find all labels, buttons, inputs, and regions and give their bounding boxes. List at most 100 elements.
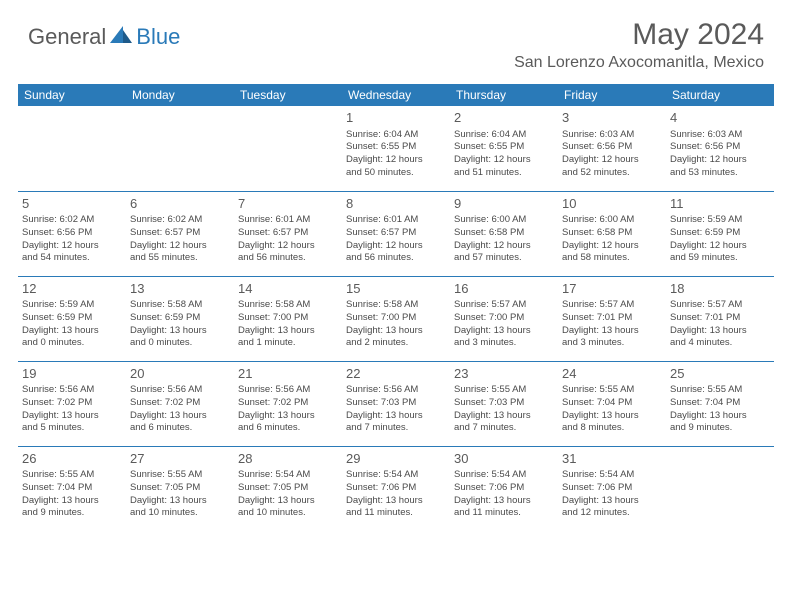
week-row: 19Sunrise: 5:56 AMSunset: 7:02 PMDayligh… bbox=[18, 361, 774, 446]
day-number: 7 bbox=[238, 195, 338, 213]
day-detail: Daylight: 13 hours bbox=[670, 325, 770, 338]
day-detail: Sunset: 6:58 PM bbox=[562, 227, 662, 240]
day-detail: Sunrise: 5:55 AM bbox=[130, 469, 230, 482]
day-detail: Sunset: 6:59 PM bbox=[670, 227, 770, 240]
day-detail: Daylight: 13 hours bbox=[22, 410, 122, 423]
day-detail: Sunset: 7:03 PM bbox=[454, 397, 554, 410]
day-number: 22 bbox=[346, 365, 446, 383]
day-cell: 30Sunrise: 5:54 AMSunset: 7:06 PMDayligh… bbox=[450, 446, 558, 531]
day-detail: Daylight: 12 hours bbox=[562, 240, 662, 253]
day-detail: and 10 minutes. bbox=[238, 507, 338, 520]
day-detail: Sunset: 7:05 PM bbox=[130, 482, 230, 495]
day-detail: Sunrise: 5:56 AM bbox=[22, 384, 122, 397]
day-detail: Daylight: 12 hours bbox=[22, 240, 122, 253]
day-detail: Sunrise: 6:03 AM bbox=[562, 129, 662, 142]
day-detail: Sunset: 7:02 PM bbox=[130, 397, 230, 410]
day-detail: and 2 minutes. bbox=[346, 337, 446, 350]
day-detail: and 8 minutes. bbox=[562, 422, 662, 435]
day-detail: Daylight: 13 hours bbox=[562, 495, 662, 508]
day-detail: Daylight: 13 hours bbox=[130, 495, 230, 508]
day-number: 21 bbox=[238, 365, 338, 383]
day-detail: and 11 minutes. bbox=[454, 507, 554, 520]
day-number: 29 bbox=[346, 450, 446, 468]
day-cell: 6Sunrise: 6:02 AMSunset: 6:57 PMDaylight… bbox=[126, 191, 234, 276]
day-detail: Sunset: 7:06 PM bbox=[562, 482, 662, 495]
day-detail: Daylight: 12 hours bbox=[346, 154, 446, 167]
day-cell: 28Sunrise: 5:54 AMSunset: 7:05 PMDayligh… bbox=[234, 446, 342, 531]
day-detail: Sunrise: 5:58 AM bbox=[238, 299, 338, 312]
day-number: 25 bbox=[670, 365, 770, 383]
day-detail: Sunset: 6:59 PM bbox=[22, 312, 122, 325]
day-cell: 16Sunrise: 5:57 AMSunset: 7:00 PMDayligh… bbox=[450, 276, 558, 361]
day-detail: Sunrise: 5:57 AM bbox=[562, 299, 662, 312]
day-detail: Daylight: 13 hours bbox=[346, 495, 446, 508]
day-header: Saturday bbox=[666, 84, 774, 106]
day-detail: Sunset: 6:55 PM bbox=[454, 141, 554, 154]
day-number: 26 bbox=[22, 450, 122, 468]
day-detail: Sunset: 7:02 PM bbox=[22, 397, 122, 410]
day-detail: and 56 minutes. bbox=[346, 252, 446, 265]
day-detail: and 50 minutes. bbox=[346, 167, 446, 180]
day-number: 9 bbox=[454, 195, 554, 213]
day-detail: Sunrise: 6:01 AM bbox=[346, 214, 446, 227]
calendar-body: 1Sunrise: 6:04 AMSunset: 6:55 PMDaylight… bbox=[18, 106, 774, 531]
calendar-table: SundayMondayTuesdayWednesdayThursdayFrid… bbox=[18, 84, 774, 531]
day-number: 3 bbox=[562, 109, 662, 127]
day-detail: Daylight: 12 hours bbox=[670, 240, 770, 253]
day-detail: Sunrise: 5:57 AM bbox=[454, 299, 554, 312]
day-number: 23 bbox=[454, 365, 554, 383]
day-detail: Sunrise: 5:58 AM bbox=[130, 299, 230, 312]
day-cell: 27Sunrise: 5:55 AMSunset: 7:05 PMDayligh… bbox=[126, 446, 234, 531]
day-detail: and 1 minute. bbox=[238, 337, 338, 350]
title-block: May 2024 San Lorenzo Axocomanitla, Mexic… bbox=[514, 18, 764, 72]
day-cell: 2Sunrise: 6:04 AMSunset: 6:55 PMDaylight… bbox=[450, 106, 558, 191]
day-detail: and 6 minutes. bbox=[130, 422, 230, 435]
day-detail: Sunrise: 6:02 AM bbox=[130, 214, 230, 227]
day-cell: 10Sunrise: 6:00 AMSunset: 6:58 PMDayligh… bbox=[558, 191, 666, 276]
day-number: 4 bbox=[670, 109, 770, 127]
day-detail: Sunrise: 5:55 AM bbox=[562, 384, 662, 397]
day-detail: Sunset: 7:04 PM bbox=[670, 397, 770, 410]
day-detail: Daylight: 13 hours bbox=[562, 325, 662, 338]
day-cell: 19Sunrise: 5:56 AMSunset: 7:02 PMDayligh… bbox=[18, 361, 126, 446]
day-detail: Sunrise: 5:58 AM bbox=[346, 299, 446, 312]
day-detail: Daylight: 13 hours bbox=[454, 410, 554, 423]
day-detail: Sunset: 6:57 PM bbox=[130, 227, 230, 240]
day-detail: Sunrise: 5:55 AM bbox=[22, 469, 122, 482]
day-detail: Daylight: 13 hours bbox=[346, 325, 446, 338]
day-detail: Sunset: 7:00 PM bbox=[346, 312, 446, 325]
day-number: 13 bbox=[130, 280, 230, 298]
day-detail: Daylight: 13 hours bbox=[238, 495, 338, 508]
day-detail: and 7 minutes. bbox=[346, 422, 446, 435]
day-detail: and 11 minutes. bbox=[346, 507, 446, 520]
day-detail: and 9 minutes. bbox=[22, 507, 122, 520]
day-detail: and 51 minutes. bbox=[454, 167, 554, 180]
day-detail: Sunset: 7:02 PM bbox=[238, 397, 338, 410]
logo: General Blue bbox=[28, 24, 180, 50]
day-detail: Daylight: 13 hours bbox=[562, 410, 662, 423]
day-cell: 14Sunrise: 5:58 AMSunset: 7:00 PMDayligh… bbox=[234, 276, 342, 361]
day-number: 20 bbox=[130, 365, 230, 383]
day-detail: Daylight: 13 hours bbox=[670, 410, 770, 423]
day-detail: Sunset: 7:00 PM bbox=[454, 312, 554, 325]
day-number: 19 bbox=[22, 365, 122, 383]
day-detail: and 56 minutes. bbox=[238, 252, 338, 265]
day-detail: Sunset: 7:00 PM bbox=[238, 312, 338, 325]
day-detail: Sunset: 7:04 PM bbox=[562, 397, 662, 410]
logo-text-blue: Blue bbox=[136, 24, 180, 50]
day-detail: Sunset: 6:56 PM bbox=[562, 141, 662, 154]
day-number: 2 bbox=[454, 109, 554, 127]
day-number: 28 bbox=[238, 450, 338, 468]
day-number: 14 bbox=[238, 280, 338, 298]
day-detail: Sunrise: 5:55 AM bbox=[454, 384, 554, 397]
day-detail: and 52 minutes. bbox=[562, 167, 662, 180]
day-detail: Daylight: 13 hours bbox=[346, 410, 446, 423]
day-detail: Sunrise: 6:02 AM bbox=[22, 214, 122, 227]
day-detail: Daylight: 13 hours bbox=[22, 325, 122, 338]
day-cell: 7Sunrise: 6:01 AMSunset: 6:57 PMDaylight… bbox=[234, 191, 342, 276]
day-detail: Sunset: 7:03 PM bbox=[346, 397, 446, 410]
logo-text-general: General bbox=[28, 24, 106, 50]
day-detail: Daylight: 12 hours bbox=[238, 240, 338, 253]
day-number: 6 bbox=[130, 195, 230, 213]
day-detail: Daylight: 12 hours bbox=[454, 154, 554, 167]
